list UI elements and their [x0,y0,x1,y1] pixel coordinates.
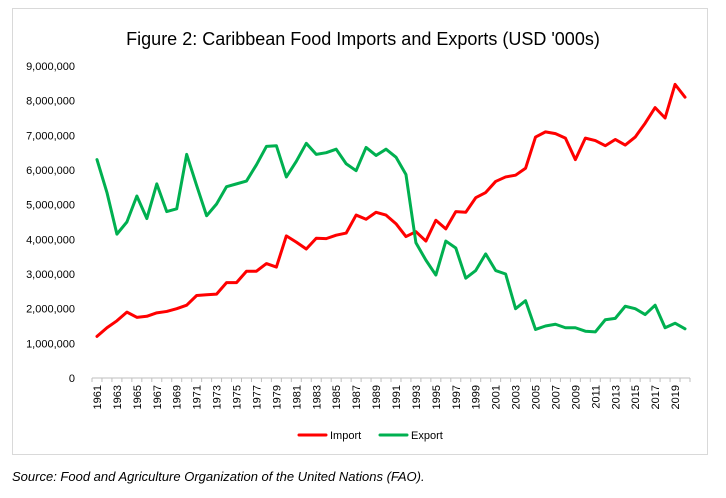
x-tick-label: 1967 [152,385,164,409]
y-tick-label: 5,000,000 [26,200,75,212]
y-tick-label: 2,000,000 [26,304,75,316]
x-tick-label: 1969 [172,385,184,409]
chart-canvas: Figure 2: Caribbean Food Imports and Exp… [26,29,691,442]
x-tick-label: 1979 [271,385,283,409]
series-line-import [95,82,687,338]
y-tick-label: 1,000,000 [26,338,75,350]
x-tick-label: 1975 [232,385,244,409]
x-tick-label: 1995 [431,385,443,409]
legend-label-import: Import [330,430,361,442]
x-tick-label: 1963 [112,385,124,409]
x-tick-label: 2007 [550,385,562,409]
x-tick-label: 2017 [650,385,662,409]
y-tick-label: 4,000,000 [26,234,75,246]
x-tick-label: 1997 [451,385,463,409]
x-tick-label: 1977 [251,385,263,409]
y-tick-label: 0 [69,373,75,385]
source-note: Source: Food and Agriculture Organizatio… [12,469,425,484]
x-tick-label: 2019 [670,385,682,409]
y-tick-label: 3,000,000 [26,269,75,281]
x-axis-ticks: 1961 1963 1965 1967 1969 1971 1973 1975 1977 1979… [91,378,691,409]
x-tick-label: 1983 [311,385,323,409]
y-tick-label: 8,000,000 [26,96,75,108]
x-tick-label: 1985 [331,385,343,409]
x-tick-label: 2013 [610,385,622,409]
y-tick-label: 9,000,000 [26,61,75,73]
x-tick-label: 2001 [491,385,503,409]
x-tick-label: 2011 [590,385,602,409]
x-tick-label: 1961 [92,385,104,409]
y-axis-ticks: 0 1,000,000 2,000,000 3,000,000 4,000,000 5,0… [26,61,75,385]
x-tick-label: 1989 [371,385,383,409]
series-lines [95,82,687,338]
x-tick-label: 2009 [570,385,582,409]
chart-frame: Figure 2: Caribbean Food Imports and Exp… [12,8,708,455]
x-tick-label: 1993 [411,385,423,409]
y-tick-label: 6,000,000 [26,165,75,177]
series-line-export [95,141,687,334]
x-tick-label: 1987 [351,385,363,409]
x-tick-label: 2015 [630,385,642,409]
x-tick-label: 1999 [471,385,483,409]
x-tick-label: 1981 [291,385,303,409]
x-tick-label: 2005 [531,385,543,409]
chart-title: Figure 2: Caribbean Food Imports and Exp… [126,29,600,49]
chart-legend: Import Export [297,430,443,442]
legend-label-export: Export [411,430,443,442]
x-tick-label: 2003 [511,385,523,409]
y-tick-label: 7,000,000 [26,130,75,142]
x-tick-label: 1971 [192,385,204,409]
x-tick-label: 1965 [132,385,144,409]
x-tick-label: 1973 [212,385,224,409]
x-tick-label: 1991 [391,385,403,409]
